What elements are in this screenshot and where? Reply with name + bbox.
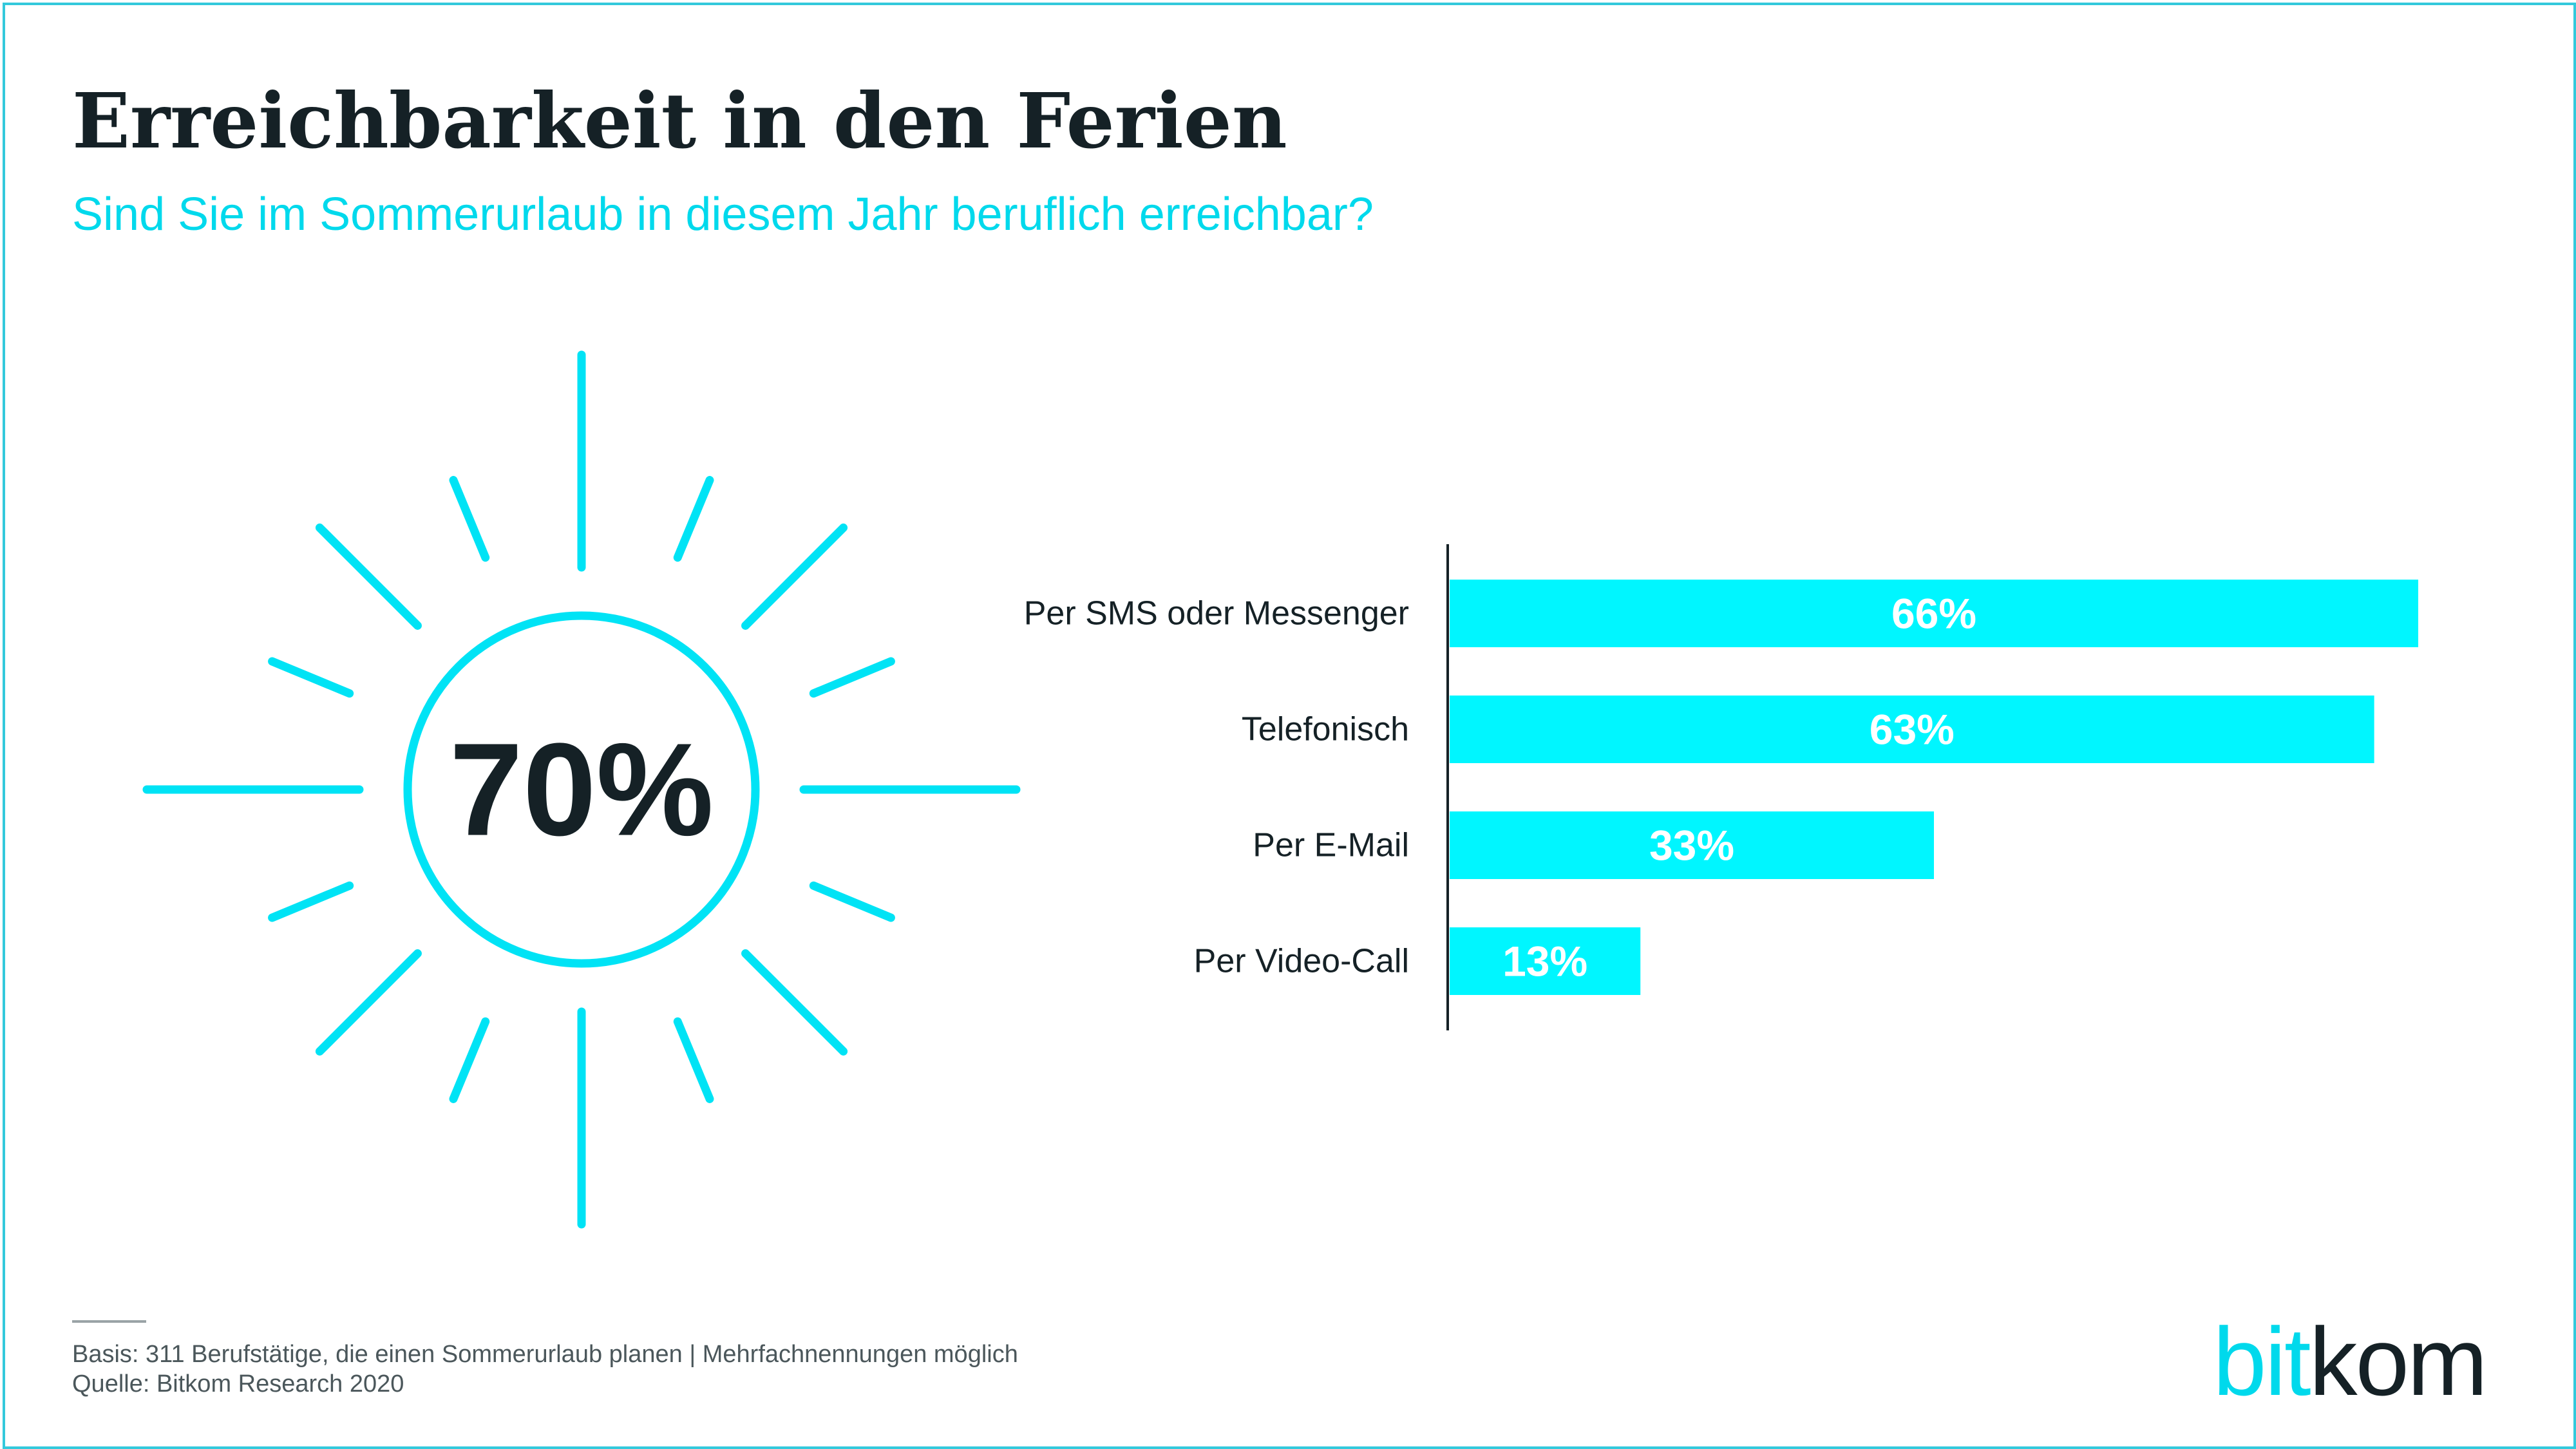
bar-value-label: 33% [1649, 822, 1734, 869]
sun-ray [809, 881, 895, 922]
footer-divider [72, 1320, 146, 1323]
sun-ray [741, 523, 848, 630]
image-frame [3, 3, 2576, 1449]
sun-ray [268, 657, 354, 698]
bar-value-label: 13% [1502, 938, 1587, 985]
sun-ray [449, 476, 490, 562]
logo-part-kom: kom [2309, 1307, 2488, 1416]
category-label: Telefonisch [1242, 711, 1409, 748]
highlight-value: 70% [450, 716, 714, 864]
bar-value-label: 63% [1870, 706, 1955, 753]
sun-ray [315, 949, 422, 1056]
logo-part-bit: bit [2213, 1307, 2311, 1416]
bar [1450, 580, 2418, 647]
sun-ray [673, 476, 714, 562]
sun-ray [449, 1017, 490, 1103]
category-label: Per SMS oder Messenger [1024, 595, 1409, 632]
sun-circle [403, 611, 760, 968]
sun-ray [673, 1017, 714, 1103]
sun-ray [809, 657, 895, 698]
chart-subtitle: Sind Sie im Sommerurlaub in diesem Jahr … [72, 189, 1374, 240]
sun-ray [315, 523, 422, 630]
bar [1450, 696, 2374, 763]
bar [1450, 811, 1934, 879]
footer-basis: Basis: 311 Berufstätige, die einen Somme… [72, 1341, 1018, 1368]
chart-title: Erreichbarkeit in den Ferien [72, 76, 1287, 166]
category-label: Per Video-Call [1194, 943, 1409, 980]
footer-source: Quelle: Bitkom Research 2020 [72, 1370, 404, 1397]
bar-value-label: 66% [1891, 590, 1976, 638]
sun-ray [741, 949, 848, 1056]
bar [1450, 927, 1641, 995]
bitkom-logo: bitkom [2213, 1306, 2488, 1417]
category-label: Per E-Mail [1253, 827, 1409, 864]
sun-ray [268, 881, 354, 922]
